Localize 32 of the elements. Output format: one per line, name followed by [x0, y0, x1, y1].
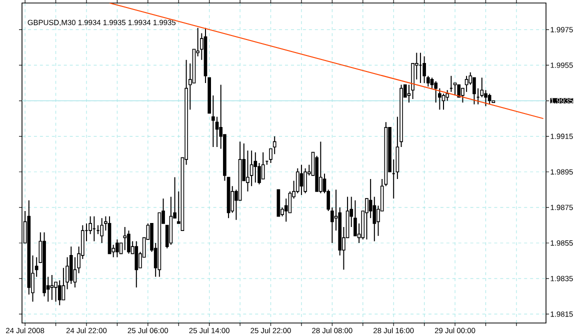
candlestick — [288, 190, 292, 214]
candlestick — [300, 164, 304, 196]
candlestick — [453, 82, 457, 96]
candlestick — [434, 80, 438, 104]
candlestick — [116, 238, 119, 258]
candlestick — [215, 116, 219, 148]
candlestick — [442, 93, 446, 110]
candlestick — [457, 84, 461, 98]
candlestick — [488, 93, 492, 105]
candlestick — [73, 256, 77, 288]
candlestick — [319, 141, 322, 194]
candlestick — [100, 218, 104, 244]
candlestick — [62, 267, 66, 300]
candlestick — [246, 150, 250, 192]
candlestick — [261, 152, 265, 180]
candlestick — [464, 75, 468, 92]
candlestick — [58, 280, 62, 306]
candlestick — [418, 52, 422, 84]
candlestick — [92, 216, 96, 242]
candlestick — [96, 224, 100, 235]
candlestick — [422, 56, 426, 84]
candlestick — [430, 77, 434, 89]
candlestick — [304, 168, 307, 194]
candlestick — [265, 160, 269, 166]
candlestick — [123, 226, 127, 251]
candlestick — [127, 230, 130, 254]
candlestick — [254, 152, 258, 184]
candlestick — [119, 242, 123, 254]
candlestick — [134, 240, 138, 288]
candlestick — [250, 150, 254, 187]
candlestick — [50, 274, 54, 300]
candlestick — [449, 75, 453, 92]
